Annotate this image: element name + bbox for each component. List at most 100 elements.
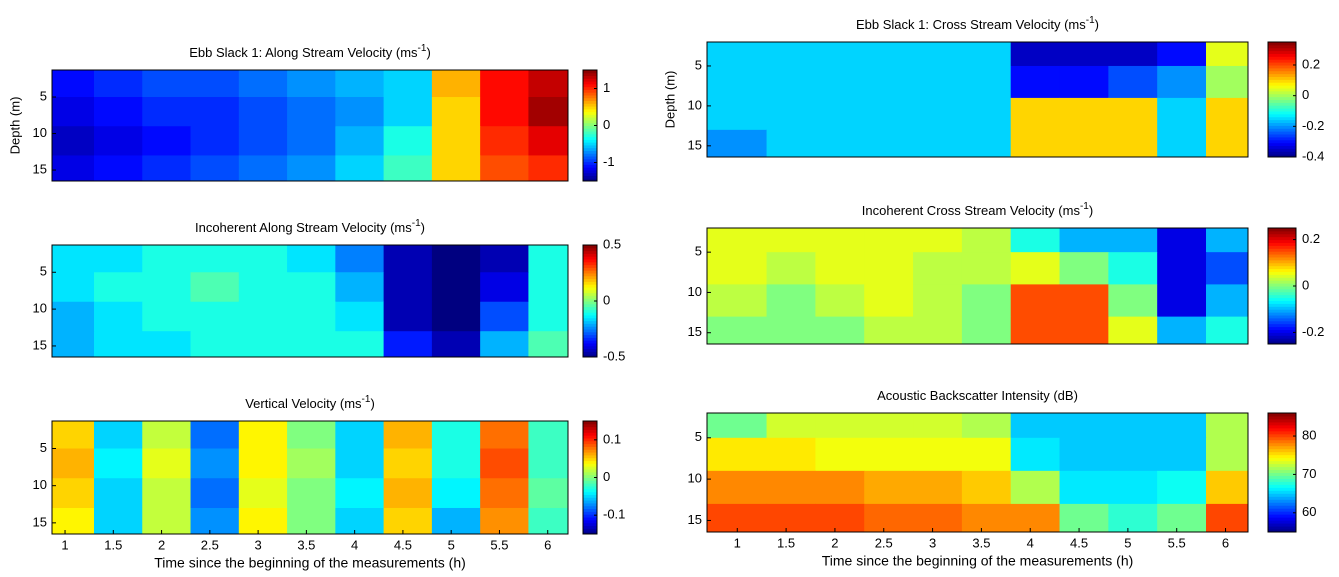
y-tick-label: 5 (40, 440, 47, 455)
colorbar-segment (1268, 262, 1296, 267)
heatmap-cell (961, 228, 1012, 253)
panel-title: Incoherent Cross Stream Velocity (ms-1) (862, 201, 1093, 219)
title-part: Acoustic Backscatter Intensity (dB) (877, 388, 1078, 403)
heatmap-cell (1059, 503, 1109, 533)
heatmap-cell (913, 316, 963, 345)
heatmap-cell (431, 272, 481, 303)
colorbar-segment (1268, 427, 1296, 432)
heatmap-cell (864, 503, 914, 533)
panel-title: Ebb Slack 1: Cross Stream Velocity (ms-1… (856, 15, 1099, 33)
colorbar-segment (583, 295, 597, 299)
heatmap-cell (142, 421, 192, 450)
heatmap-cell (961, 437, 1012, 472)
colorbar-segment (1268, 502, 1296, 506)
heatmap-cell (1108, 437, 1158, 472)
colorbar-segment (1268, 148, 1296, 152)
x-tick-label: 5 (1124, 535, 1131, 550)
colorbar-segment (583, 161, 597, 165)
colorbar-segment (1268, 239, 1296, 243)
heatmap-cell (190, 97, 240, 127)
colorbar-segment (1268, 300, 1296, 304)
heatmap-cell (190, 245, 240, 273)
colorbar-segment (583, 429, 597, 433)
colorbar-segment (583, 421, 597, 425)
heatmap-cell (287, 301, 336, 332)
heatmap-cell (1206, 65, 1249, 99)
colorbar-segment (1268, 424, 1296, 429)
heatmap-cell (815, 316, 865, 345)
x-tick-label: 2.5 (201, 537, 219, 552)
heatmap-cell (480, 301, 529, 332)
heatmap-cell (287, 421, 336, 450)
colorbar-segment (1268, 70, 1296, 75)
heatmap-cell (287, 448, 336, 479)
colorbar-segment (1268, 99, 1296, 103)
colorbar-segment (583, 147, 597, 151)
colorbar-segment (1268, 108, 1296, 112)
colorbar-segment (1268, 294, 1296, 299)
heatmap-cell (815, 470, 865, 505)
heatmap-cell (335, 126, 385, 156)
heatmap-cell (1157, 42, 1207, 67)
colorbar-segment (583, 250, 597, 254)
heatmap-cell (913, 65, 963, 99)
title-part: Ebb Slack 1: Along Stream Velocity (ms (189, 45, 418, 60)
panel-title: Vertical Velocity (ms-1) (245, 394, 375, 412)
colorbar-segment (583, 144, 597, 149)
heatmap-cell (1059, 228, 1109, 253)
y-axis-label: Depth (m) (7, 97, 22, 155)
heatmap-cell (335, 331, 385, 358)
colorbar-segment (583, 326, 597, 330)
colorbar-tick-label: 0 (1302, 87, 1309, 102)
heatmap-cell (707, 252, 768, 285)
colorbar-segment (583, 278, 597, 282)
x-tick-label: 4.5 (1070, 535, 1088, 550)
colorbar-segment (583, 158, 597, 163)
x-tick-label: 1 (734, 535, 741, 550)
colorbar-segment (583, 245, 597, 249)
heatmap-cell (287, 245, 336, 273)
colorbar-segment (583, 432, 597, 436)
heatmap-cell (190, 331, 240, 358)
colorbar-segment (1268, 413, 1296, 417)
colorbar-tick-label: -0.4 (1302, 148, 1324, 163)
colorbar-segment (1268, 484, 1296, 488)
heatmap-cell (528, 126, 569, 156)
colorbar-segment (583, 488, 597, 493)
heatmap-cell (238, 331, 288, 358)
colorbar-segment (583, 133, 597, 138)
heatmap-cell (335, 478, 385, 509)
colorbar-segment (583, 423, 597, 428)
heatmap-cell (383, 155, 433, 182)
y-tick-label: 5 (40, 88, 47, 103)
heatmap-cell (961, 42, 1012, 67)
heatmap-cell (1206, 129, 1249, 158)
heatmap-cell (1157, 437, 1207, 472)
y-tick-label: 10 (688, 97, 702, 112)
colorbar-segment (1268, 523, 1296, 527)
heatmap-cell (1059, 42, 1109, 67)
heatmap-cell (383, 70, 433, 98)
heatmap-cell (93, 478, 143, 509)
heatmap-cell (1010, 437, 1061, 472)
colorbar-segment (1268, 76, 1296, 80)
heatmap-cell (238, 155, 288, 182)
heatmap-cell (1206, 503, 1249, 533)
colorbar-segment (583, 267, 597, 271)
colorbar-segment (583, 522, 597, 527)
heatmap-cell (1010, 129, 1061, 158)
colorbar-segment (1268, 251, 1296, 255)
x-tick-label: 1 (61, 537, 68, 552)
heatmap-cell (142, 97, 192, 127)
colorbar-segment (1268, 113, 1296, 118)
title-part: ) (1089, 203, 1093, 218)
heatmap-cell (1010, 97, 1061, 131)
heatmap-cell (913, 97, 963, 131)
heatmap-cell (707, 97, 768, 131)
heatmap-cell (383, 301, 433, 332)
heatmap-cell (1059, 65, 1109, 99)
colorbar-segment (1268, 323, 1296, 328)
colorbar-segment (583, 334, 597, 338)
heatmap-cell (961, 413, 1012, 439)
colorbar-segment (583, 106, 597, 110)
